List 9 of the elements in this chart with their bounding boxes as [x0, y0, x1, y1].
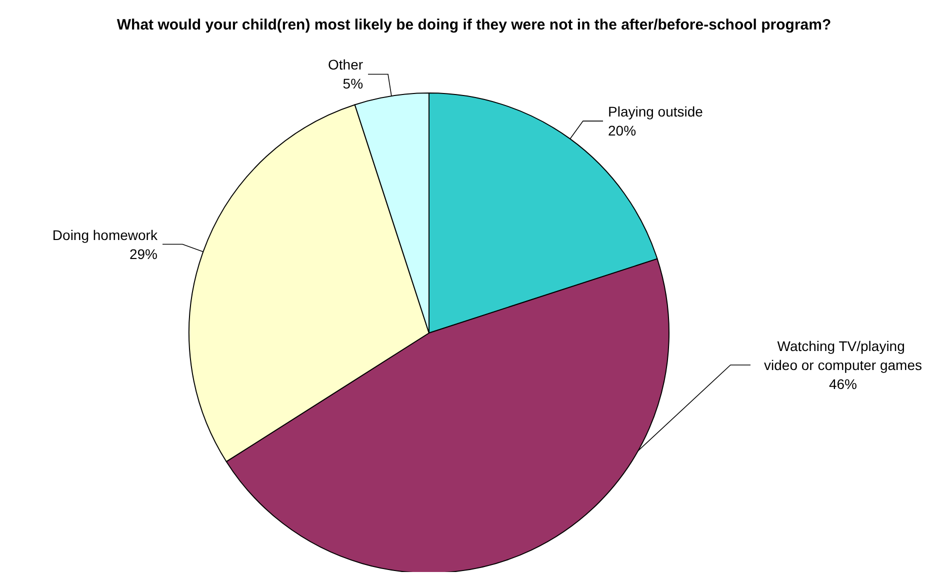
data-label: 46% — [828, 376, 858, 392]
chart-title: What would your child(ren) most likely be doing if they were not in the after/before-school program? — [116, 16, 832, 34]
slice-label: Other — [328, 56, 364, 73]
slice-label: Playing outside — [608, 104, 704, 120]
data-label: 29% — [129, 246, 158, 262]
slice-label: Watching TV/playing video or computer games — [764, 338, 922, 373]
data-label: 20% — [608, 122, 636, 139]
data-label: 5% — [342, 76, 364, 92]
slice-label: Doing homework — [52, 226, 158, 243]
